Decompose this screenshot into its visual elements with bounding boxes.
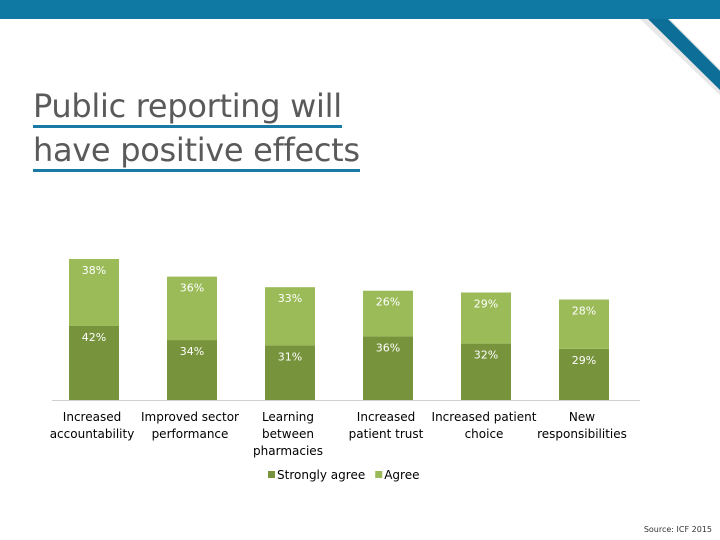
data-label-strongly-agree-1: 42%: [82, 331, 106, 344]
title-line-1: Public reporting will: [33, 84, 342, 128]
brand-top-bar: [0, 0, 720, 19]
bar-agree-6: [559, 299, 609, 349]
category-label-1-line-1: Increased: [63, 410, 121, 424]
corner-decoration: [640, 19, 720, 95]
bar-agree-5: [461, 292, 511, 344]
bar-strongly-agree-5: [461, 343, 511, 400]
bar-strongly-agree-4: [363, 336, 413, 400]
data-label-agree-3: 33%: [278, 292, 302, 305]
category-label-4-line-2: patient trust: [349, 427, 424, 441]
legend-label-agree: Agree: [384, 468, 419, 482]
category-label-6-line-2: responsibilities: [537, 427, 627, 441]
category-label-1-line-2: accountability: [50, 427, 135, 441]
category-label-5-line-2: choice: [465, 427, 504, 441]
category-label-4-line-1: Increased: [357, 410, 415, 424]
legend-label-strongly-agree: Strongly agree: [277, 468, 365, 482]
bar-strongly-agree-6: [559, 348, 609, 400]
legend-swatch-strongly-agree: [268, 471, 275, 478]
data-label-agree-4: 26%: [376, 296, 400, 309]
data-label-strongly-agree-6: 29%: [572, 354, 596, 367]
bar-strongly-agree-2: [167, 340, 217, 400]
bar-agree-2: [167, 276, 217, 341]
category-label-6-line-1: New: [569, 410, 595, 424]
source-note: Source: ICF 2015: [643, 525, 712, 534]
data-label-agree-5: 29%: [474, 297, 498, 310]
category-label-5-line-1: Increased patient: [432, 410, 537, 424]
category-label-3-line-3: pharmacies: [253, 444, 323, 458]
data-label-strongly-agree-5: 32%: [474, 349, 498, 362]
bar-strongly-agree-1: [69, 325, 119, 400]
bar-strongly-agree-3: [265, 345, 315, 400]
bar-agree-4: [363, 290, 413, 337]
bar-agree-1: [69, 259, 119, 326]
data-label-agree-2: 36%: [180, 282, 204, 295]
legend-swatch-agree: [375, 471, 383, 478]
category-label-2-line-1: Improved sector: [141, 410, 239, 424]
data-label-agree-1: 38%: [82, 264, 106, 277]
category-label-3-line-2: between: [262, 427, 314, 441]
title-line-2: have positive effects: [33, 128, 360, 172]
data-label-agree-6: 28%: [572, 305, 596, 318]
slide-title: Public reporting will have positive effe…: [33, 84, 360, 172]
category-label-2-line-2: performance: [152, 427, 229, 441]
data-label-strongly-agree-3: 31%: [278, 350, 302, 363]
category-label-3-line-1: Learning: [262, 410, 314, 424]
data-label-strongly-agree-4: 36%: [376, 342, 400, 355]
data-label-strongly-agree-2: 34%: [180, 345, 204, 358]
bar-agree-3: [265, 287, 315, 346]
